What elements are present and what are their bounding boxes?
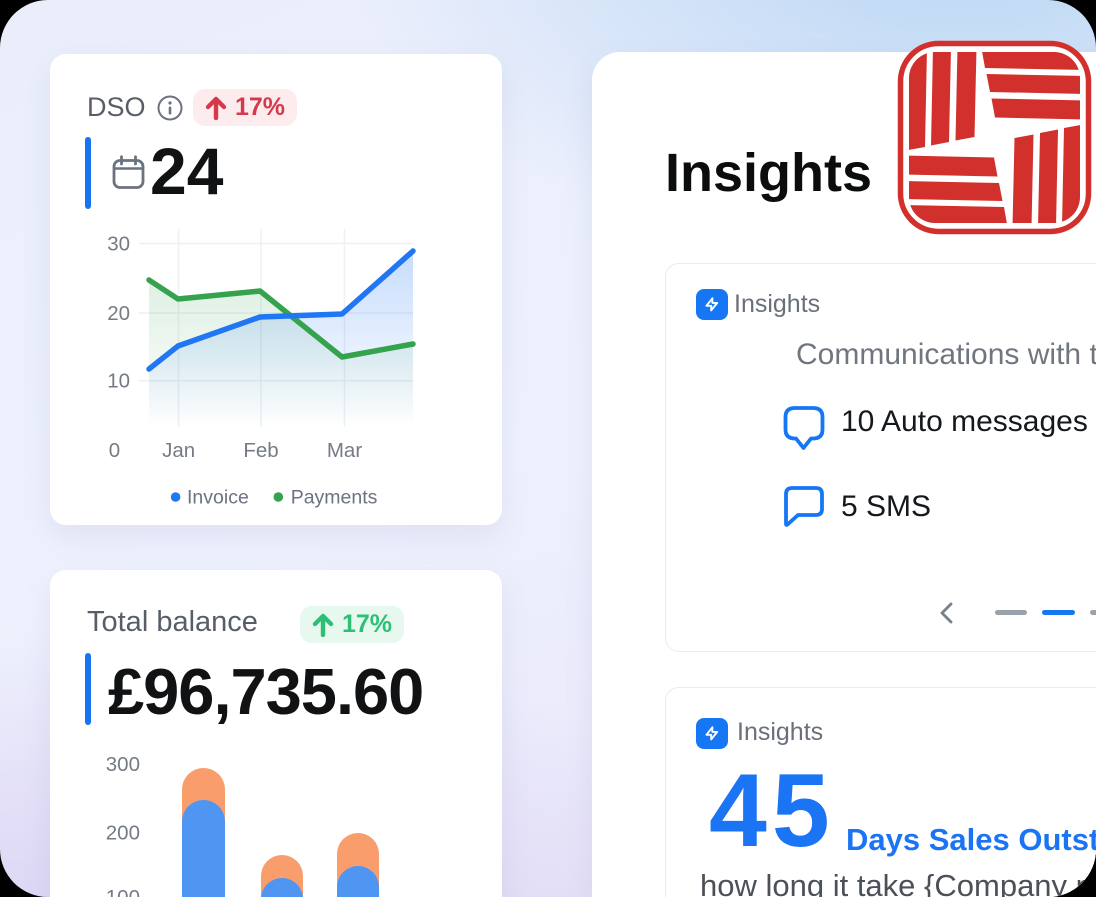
svg-text:Mar: Mar <box>327 439 362 462</box>
svg-text:0: 0 <box>109 439 120 462</box>
svg-text:Feb: Feb <box>243 439 278 462</box>
svg-text:10: 10 <box>107 370 130 393</box>
svg-text:30: 30 <box>107 233 130 256</box>
svg-text:Jan: Jan <box>162 439 195 462</box>
svg-text:300: 300 <box>106 753 140 776</box>
svg-text:Invoice: Invoice <box>187 487 249 509</box>
svg-text:100: 100 <box>106 886 140 897</box>
svg-text:Payments: Payments <box>291 487 378 509</box>
svg-text:20: 20 <box>107 302 130 325</box>
svg-text:200: 200 <box>106 822 140 845</box>
